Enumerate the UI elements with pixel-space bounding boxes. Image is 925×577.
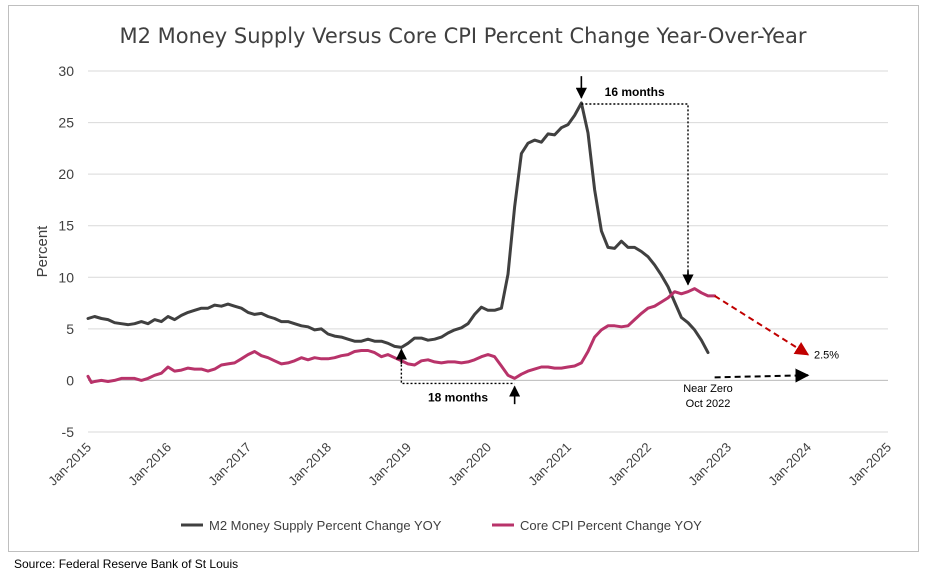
x-tick-label: Jan-2023: [685, 440, 734, 489]
x-tick-label: Jan-2018: [285, 440, 334, 489]
x-tick-label: Jan-2022: [605, 440, 654, 489]
source-note: Source: Federal Reserve Bank of St Louis: [14, 557, 239, 571]
y-tick-label: 20: [58, 166, 74, 182]
y-tick-label: 5: [66, 321, 74, 337]
annotation-2-5-percent: 2.5%: [814, 350, 839, 362]
x-tick-label: Jan-2025: [845, 440, 894, 489]
legend-label-core-cpi: Core CPI Percent Change YOY: [520, 518, 702, 533]
legend-label-m2: M2 Money Supply Percent Change YOY: [209, 518, 442, 533]
cpi-projection-arrow: [714, 295, 810, 356]
y-axis-label: Percent: [34, 225, 51, 278]
annotation-oct-2022: Oct 2022: [686, 398, 731, 410]
series-line-core-cpi: [86, 287, 717, 384]
y-tick-label: 10: [58, 269, 74, 285]
x-tick-label: Jan-2020: [445, 440, 494, 489]
x-tick-label: Jan-2019: [365, 440, 414, 489]
m2-projection-arrow: [714, 368, 810, 383]
y-tick-label: 15: [58, 218, 74, 234]
lag-18-bracket: [400, 352, 515, 385]
x-tick-label: Jan-2024: [765, 440, 814, 489]
annotation-18-months: 18 months: [428, 390, 488, 404]
annotation-near-zero: Near Zero: [683, 383, 733, 395]
y-tick-label: 25: [58, 115, 74, 131]
x-tick-label: Jan-2016: [125, 440, 174, 489]
lag-16-bracket: [581, 103, 689, 275]
chart-title: M2 Money Supply Versus Core CPI Percent …: [119, 24, 806, 48]
y-tick-label: -5: [62, 424, 75, 440]
x-tick-label: Jan-2021: [525, 440, 574, 489]
y-tick-label: 0: [66, 372, 74, 388]
series-line-m2: [86, 101, 710, 355]
y-tick-label: 30: [58, 63, 74, 79]
chart-frame: [8, 5, 919, 552]
x-tick-label: Jan-2017: [205, 440, 254, 489]
annotation-16-months: 16 months: [605, 85, 665, 99]
x-tick-label: Jan-2015: [45, 440, 94, 489]
